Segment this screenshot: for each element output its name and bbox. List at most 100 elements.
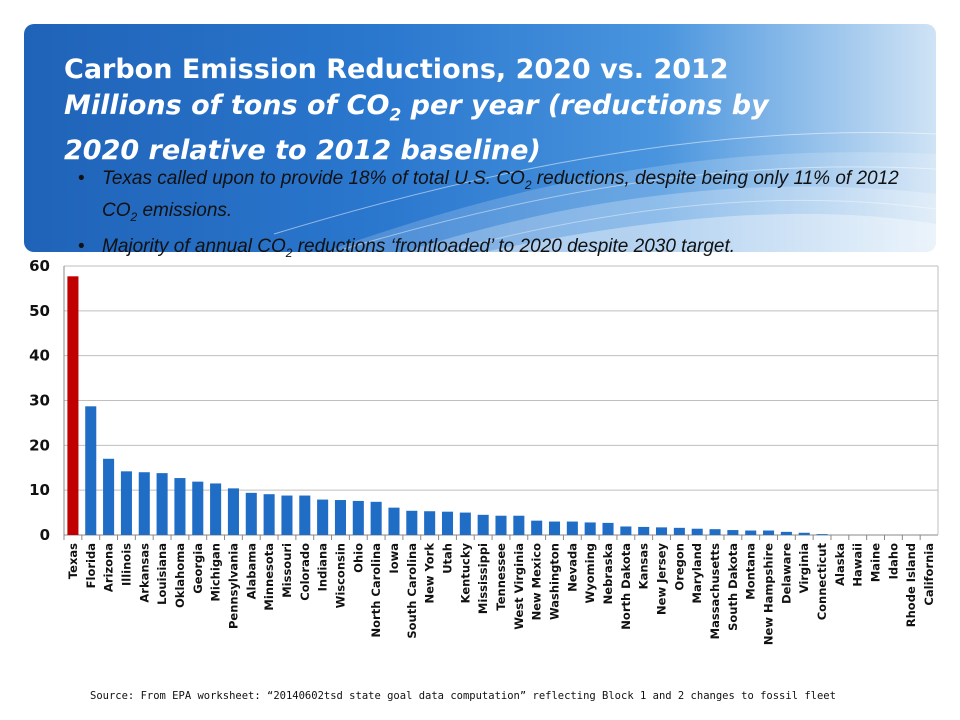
title-line-3: 2020 relative to 2012 baseline) <box>64 135 541 167</box>
x-tick-label: Arizona <box>102 543 116 592</box>
x-tick-label: Idaho <box>886 543 900 579</box>
x-tick-label: South Dakota <box>726 543 740 631</box>
bar <box>156 473 168 535</box>
bar <box>566 521 578 535</box>
y-tick-label: 10 <box>29 481 50 499</box>
header-banner <box>24 24 936 252</box>
bar <box>192 481 204 535</box>
bar <box>763 530 775 535</box>
bar <box>459 512 471 535</box>
bar <box>334 500 346 535</box>
y-tick-label: 50 <box>29 302 50 320</box>
bar <box>727 530 739 535</box>
bar <box>638 526 650 535</box>
bar <box>495 515 507 535</box>
bullet-dot: • <box>78 168 85 189</box>
bar <box>584 522 596 535</box>
x-tick-label: Wisconsin <box>333 543 347 608</box>
y-tick-label: 30 <box>29 392 50 410</box>
bar <box>317 499 329 535</box>
x-tick-label: Tennessee <box>494 543 508 611</box>
x-tick-label: Wyoming <box>583 543 597 603</box>
bar <box>245 492 257 535</box>
bar <box>673 527 685 535</box>
source-note: Source: From EPA worksheet: “20140602tsd… <box>90 690 836 702</box>
x-tick-label: Florida <box>84 543 98 588</box>
bullet-text: reductions, despite being only 11% of 20… <box>102 168 899 221</box>
x-tick-label: Oregon <box>672 543 686 591</box>
x-tick-label: New Jersey <box>655 543 669 615</box>
x-tick-label: New Hampshire <box>762 543 776 645</box>
x-tick-label: North Carolina <box>369 543 383 638</box>
x-tick-label: Massachusetts <box>708 543 722 639</box>
bullet-list: • Texas called upon to provide 18% of to… <box>78 166 938 269</box>
x-tick-label: Kentucky <box>458 542 472 603</box>
bullet-item: • Texas called upon to provide 18% of to… <box>78 166 938 230</box>
bar <box>513 515 525 535</box>
bar <box>477 514 489 535</box>
bar <box>370 501 382 535</box>
x-tick-label: Nebraska <box>601 543 615 604</box>
decorative-wave <box>273 131 936 252</box>
bar <box>709 529 721 535</box>
title-subscript: 2 <box>389 105 402 126</box>
y-tick-label: 60 <box>29 257 50 275</box>
x-tick-label: Georgia <box>191 543 205 594</box>
bar <box>227 488 239 535</box>
x-tick-label: Rhode Island <box>904 543 918 627</box>
x-tick-label: North Dakota <box>619 543 633 630</box>
x-tick-label: New Mexico <box>530 543 544 620</box>
bar <box>745 530 757 535</box>
x-tick-label: Delaware <box>779 543 793 604</box>
bar <box>210 483 222 535</box>
bar <box>424 511 436 535</box>
bullet-subscript: 2 <box>130 209 138 224</box>
bar <box>691 528 703 535</box>
bar <box>816 534 828 535</box>
y-tick-label: 20 <box>29 436 50 454</box>
bar <box>103 458 115 535</box>
x-tick-label: Mississippi <box>476 543 490 614</box>
x-tick-label: Kansas <box>637 543 651 589</box>
x-tick-label: Indiana <box>316 543 330 591</box>
x-tick-label: Maryland <box>690 543 704 604</box>
bar <box>406 510 418 535</box>
x-tick-label: Colorado <box>298 543 312 601</box>
x-tick-label: Arkansas <box>137 543 151 603</box>
y-tick-label: 0 <box>40 526 50 544</box>
bar <box>531 520 543 535</box>
bar <box>352 500 364 535</box>
x-tick-label: Maine <box>869 543 883 582</box>
bullet-text: Texas called upon to provide 18% of tota… <box>102 168 525 189</box>
bar <box>67 276 79 535</box>
x-tick-label: Louisiana <box>155 543 169 605</box>
x-tick-label: Pennsylvania <box>226 543 240 629</box>
x-tick-label: California <box>922 543 936 606</box>
x-tick-label: Washington <box>548 543 562 620</box>
bar <box>548 521 561 535</box>
x-tick-label: Ohio <box>351 543 365 573</box>
x-tick-label: Connecticut <box>815 543 829 621</box>
bar <box>441 511 454 535</box>
bullet-text: Majority of annual CO <box>102 235 286 257</box>
bar <box>602 522 614 535</box>
x-tick-label: Alaska <box>833 543 847 586</box>
x-tick-label: New York <box>423 543 437 604</box>
x-tick-label: Hawaii <box>851 543 865 587</box>
bullet-subscript: 2 <box>285 245 293 260</box>
x-tick-label: Utah <box>440 543 454 574</box>
bar <box>656 527 668 535</box>
title-line-2: Millions of tons of CO2 per year (reduct… <box>64 88 924 133</box>
bar <box>174 478 186 535</box>
bar <box>299 495 311 535</box>
title-line-2-b: per year (reductions by <box>401 90 769 121</box>
x-tick-label: Iowa <box>387 543 401 574</box>
x-tick-label: Nevada <box>565 543 579 592</box>
page-title: Carbon Emission Reductions, 2020 vs. 201… <box>64 52 924 169</box>
bar <box>798 532 810 535</box>
x-tick-label: South Carolina <box>405 543 419 639</box>
bullet-dot: • <box>78 235 85 257</box>
bar <box>85 406 97 535</box>
x-tick-label: Missouri <box>280 543 294 598</box>
x-tick-label: Oklahoma <box>173 543 187 608</box>
